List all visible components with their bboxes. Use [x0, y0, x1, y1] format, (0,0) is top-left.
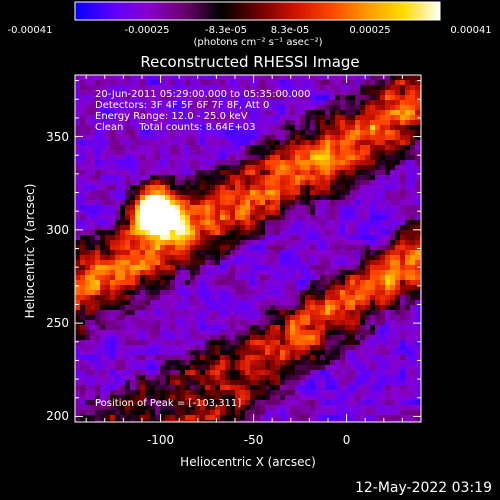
colorbar-unit-label: (photons cm⁻² s⁻¹ asec⁻²) [193, 37, 323, 48]
colorbar-tick-4: 0.00025 [349, 25, 391, 36]
energy-range-text: Energy Range: 12.0 - 25.0 keV [95, 111, 248, 122]
x-tick-label: -100 [146, 433, 175, 447]
total-counts-text: Clean Total counts: 8.64E+03 [95, 122, 256, 133]
y-tick-label: 250 [46, 316, 69, 331]
y-tick-label: 200 [46, 409, 69, 424]
detectors-text: Detectors: 3F 4F 5F 6F 7F 8F, Att 0 [95, 100, 270, 111]
y-axis-label: Heliocentric Y (arcsec) [23, 183, 37, 319]
x-tick-label: 0 [342, 433, 351, 447]
peak-position-text: Position of Peak = [-103,311] [95, 398, 242, 409]
y-tick-label: 350 [46, 129, 69, 144]
colorbar-tick-0: -0.00041 [7, 25, 53, 36]
y-tick-label: 300 [46, 222, 69, 237]
colorbar-tick-5: 0.00041 [450, 25, 492, 36]
x-tick-label: -50 [243, 433, 264, 447]
timestamp-footer: 12-May-2022 03:19 [354, 480, 492, 496]
colorbar-ticks: -0.00041 -0.00025 -8.3e-05 8.3e-05 0.000… [0, 0, 500, 50]
colorbar-tick-2: -8.3e-05 [205, 25, 247, 36]
colorbar-tick-3: 8.3e-05 [270, 25, 310, 36]
time-range-text: 20-Jun-2011 05:29:00.000 to 05:35:00.000 [95, 89, 311, 100]
colorbar-tick-1: -0.00025 [124, 25, 170, 36]
chart-title: Reconstructed RHESSI Image [140, 53, 360, 71]
x-axis-label: Heliocentric X (arcsec) [180, 455, 316, 469]
